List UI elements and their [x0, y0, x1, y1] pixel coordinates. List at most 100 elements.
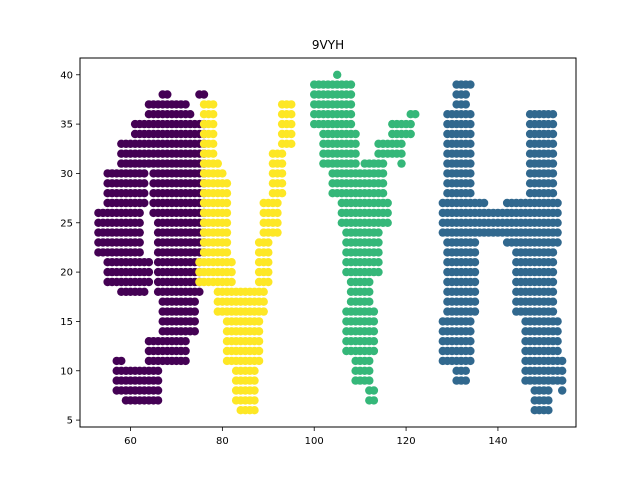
y-tick-label: 30: [60, 169, 73, 180]
data-point: [397, 149, 406, 158]
series-2: [310, 70, 420, 405]
data-point: [273, 228, 282, 237]
data-point: [374, 258, 383, 267]
data-point: [365, 297, 374, 306]
data-point: [466, 327, 475, 336]
data-point: [135, 238, 144, 247]
data-point: [209, 119, 218, 129]
data-point: [346, 90, 356, 99]
data-point: [181, 356, 190, 366]
data-point: [466, 80, 475, 89]
series-3: [438, 80, 567, 415]
data-point: [553, 218, 562, 227]
data-point: [411, 110, 420, 119]
data-point: [558, 356, 567, 366]
data-point: [222, 189, 232, 198]
data-point: [264, 258, 273, 267]
data-point: [470, 267, 480, 277]
x-axis: 60 80 100 120 140: [124, 427, 507, 447]
data-point: [365, 287, 374, 296]
data-point: [153, 396, 163, 405]
data-point: [553, 317, 562, 326]
data-point: [461, 100, 470, 109]
data-point: [369, 396, 379, 405]
y-tick-label: 15: [60, 317, 73, 328]
data-point: [548, 248, 558, 257]
data-point: [553, 346, 562, 356]
data-point: [369, 386, 379, 395]
data-point: [406, 119, 415, 129]
data-point: [466, 110, 475, 119]
data-point: [378, 169, 388, 178]
data-point: [466, 169, 475, 178]
data-point: [163, 90, 172, 99]
data-point: [466, 149, 475, 158]
data-point: [553, 208, 562, 218]
data-point: [209, 129, 218, 139]
data-point: [153, 386, 163, 395]
data-point: [273, 198, 282, 208]
data-point: [181, 346, 190, 356]
data-point: [190, 297, 199, 306]
y-tick-label: 35: [60, 120, 73, 131]
data-point: [140, 189, 149, 198]
data-point: [222, 238, 232, 247]
data-point: [254, 346, 264, 356]
data-point: [369, 317, 379, 326]
data-point: [369, 307, 379, 316]
data-point: [153, 366, 163, 375]
data-point: [374, 267, 383, 277]
data-point: [461, 376, 470, 385]
data-point: [259, 307, 268, 316]
data-point: [218, 169, 227, 178]
data-point: [466, 129, 475, 139]
data-point: [544, 406, 553, 415]
x-tick-label: 100: [305, 436, 324, 447]
y-tick-label: 20: [60, 268, 73, 279]
data-point: [383, 208, 392, 218]
plot-frame: [79, 57, 577, 428]
data-point: [397, 159, 406, 168]
chart-title: 9VYH: [312, 38, 344, 52]
data-point: [553, 327, 562, 336]
data-point: [287, 100, 296, 109]
data-point: [135, 208, 144, 218]
data-point: [351, 149, 360, 158]
data-point: [383, 218, 392, 227]
data-point: [378, 159, 388, 168]
data-point: [254, 317, 264, 326]
data-point: [466, 139, 475, 148]
data-point: [406, 129, 415, 139]
data-point: [365, 376, 374, 385]
data-point: [259, 287, 268, 296]
data-point: [181, 337, 190, 346]
data-point: [558, 376, 567, 385]
data-point: [273, 208, 282, 218]
data-point: [374, 238, 383, 247]
data-point: [548, 119, 558, 129]
data-point: [548, 189, 558, 198]
data-point: [209, 139, 218, 148]
data-point: [470, 238, 480, 247]
x-tick-label: 60: [124, 436, 137, 447]
data-point: [351, 159, 360, 168]
data-point: [222, 228, 232, 237]
y-tick-label: 25: [60, 218, 73, 229]
data-point: [365, 356, 374, 366]
data-point: [548, 179, 558, 188]
y-axis: 5 10 15 20 25 30 35 40: [60, 70, 80, 427]
data-point: [548, 169, 558, 178]
data-point: [209, 149, 218, 158]
data-point: [374, 228, 383, 237]
data-point: [135, 218, 144, 227]
data-point: [346, 119, 356, 129]
data-point: [383, 198, 392, 208]
data-point: [548, 287, 558, 296]
data-point: [277, 169, 287, 178]
data-point: [277, 159, 287, 168]
data-point: [140, 179, 149, 188]
data-point: [250, 366, 259, 375]
data-point: [461, 90, 470, 99]
data-point: [470, 248, 480, 257]
